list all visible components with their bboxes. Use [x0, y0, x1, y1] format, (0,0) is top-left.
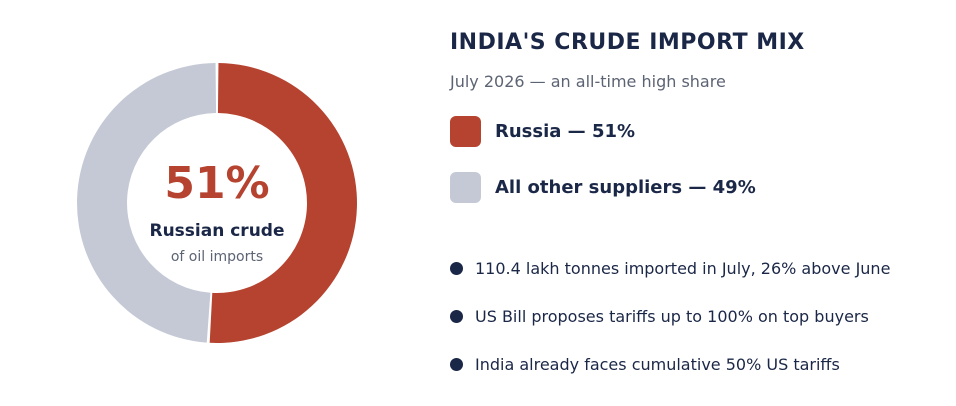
center-label: Russian crude — [149, 221, 284, 241]
note-item: US Bill proposes tariffs up to 100% on t… — [450, 305, 869, 327]
center-value: 51% — [164, 158, 269, 209]
legend-swatch-others — [450, 171, 481, 203]
note-text: 110.4 lakh tonnes imported in July, 26% … — [475, 258, 891, 278]
donut-slice-all-other-suppliers — [77, 63, 217, 343]
legend-label-others: All other suppliers — 49% — [495, 176, 756, 198]
legend-swatch-russia — [450, 115, 481, 147]
bullet-icon — [450, 261, 463, 275]
legend-item-russia: Russia — 51% — [450, 115, 635, 147]
donut-chart: 51% Russian crude of oil imports — [77, 63, 357, 343]
center-sublabel: of oil imports — [171, 249, 263, 265]
donut-slice-russia — [209, 63, 357, 343]
note-item: 110.4 lakh tonnes imported in July, 26% … — [450, 257, 890, 279]
note-item: India already faces cumulative 50% US ta… — [450, 353, 840, 375]
legend-item-others: All other suppliers — 49% — [450, 171, 756, 203]
bullet-icon — [450, 309, 463, 323]
chart-title: INDIA'S CRUDE IMPORT MIX — [450, 30, 805, 55]
chart-subtitle: July 2026 — an all-time high share — [450, 72, 726, 91]
legend-label-russia: Russia — 51% — [495, 120, 636, 142]
note-text: US Bill proposes tariffs up to 100% on t… — [475, 306, 869, 326]
note-text: India already faces cumulative 50% US ta… — [475, 354, 840, 374]
bullet-icon — [450, 357, 463, 371]
